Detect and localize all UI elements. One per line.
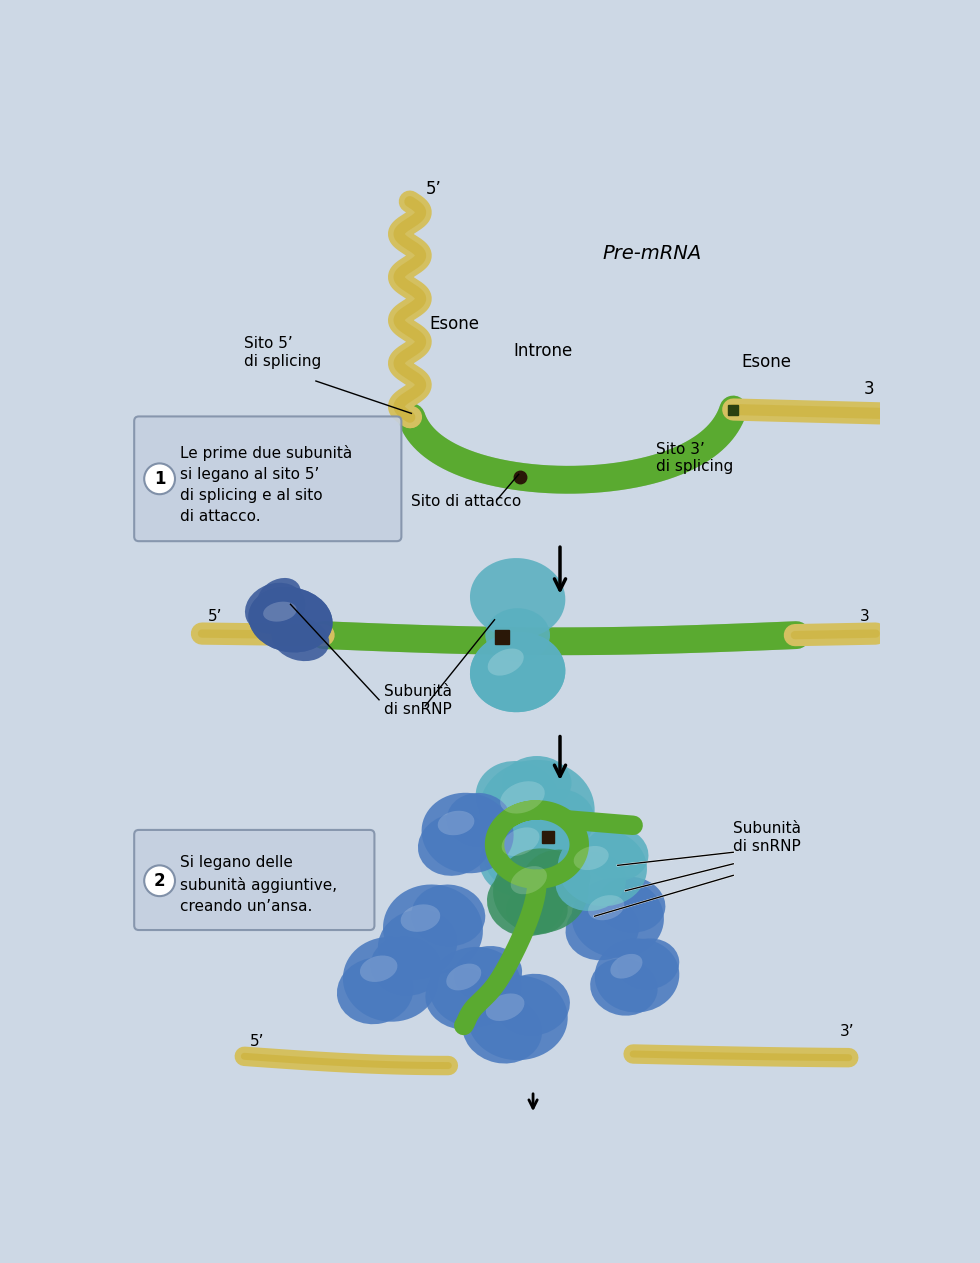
Text: Si legano delle
subunità aggiuntive,
creando un’ansa.: Si legano delle subunità aggiuntive, cre… <box>180 855 337 914</box>
Ellipse shape <box>565 898 639 960</box>
Ellipse shape <box>485 609 550 662</box>
Ellipse shape <box>486 994 524 1021</box>
Ellipse shape <box>617 938 679 989</box>
Ellipse shape <box>488 648 523 676</box>
Ellipse shape <box>479 760 595 860</box>
Circle shape <box>144 865 175 897</box>
Ellipse shape <box>590 959 658 1015</box>
Text: Subunità
di snRNP: Subunità di snRNP <box>383 685 452 716</box>
Ellipse shape <box>257 578 301 615</box>
Ellipse shape <box>506 885 567 935</box>
Text: Sito 5’
di splicing: Sito 5’ di splicing <box>244 336 321 369</box>
Ellipse shape <box>584 827 649 880</box>
Ellipse shape <box>271 616 329 661</box>
Ellipse shape <box>264 601 297 621</box>
Ellipse shape <box>421 793 514 873</box>
Ellipse shape <box>447 793 512 847</box>
Ellipse shape <box>470 632 565 712</box>
Ellipse shape <box>343 937 438 1022</box>
Text: Esone: Esone <box>741 354 791 371</box>
Ellipse shape <box>425 967 499 1029</box>
Ellipse shape <box>455 946 522 1002</box>
Ellipse shape <box>496 974 570 1036</box>
Ellipse shape <box>417 813 491 875</box>
Ellipse shape <box>521 850 591 909</box>
Ellipse shape <box>573 846 609 870</box>
Text: Sito di attacco: Sito di attacco <box>412 494 521 509</box>
Ellipse shape <box>264 601 297 621</box>
FancyBboxPatch shape <box>134 830 374 930</box>
Ellipse shape <box>500 782 545 813</box>
Ellipse shape <box>598 877 665 932</box>
Ellipse shape <box>248 587 332 653</box>
Text: 1: 1 <box>154 470 166 488</box>
Ellipse shape <box>558 829 647 907</box>
Ellipse shape <box>571 878 663 957</box>
Ellipse shape <box>611 954 643 979</box>
Text: Le prime due subunità
si legano al sito 5’
di splicing e al sito
di attacco.: Le prime due subunità si legano al sito … <box>180 445 353 524</box>
Ellipse shape <box>502 827 539 856</box>
Text: 2: 2 <box>154 871 166 889</box>
Text: 5’: 5’ <box>250 1034 265 1050</box>
Ellipse shape <box>488 648 523 676</box>
Ellipse shape <box>467 975 567 1060</box>
Ellipse shape <box>412 884 485 946</box>
Text: Sito 3’
di splicing: Sito 3’ di splicing <box>657 442 733 474</box>
Ellipse shape <box>360 956 398 981</box>
Text: 5’: 5’ <box>208 609 222 624</box>
Text: Esone: Esone <box>429 314 479 332</box>
Text: 3’: 3’ <box>840 1023 855 1038</box>
Ellipse shape <box>483 810 583 894</box>
FancyBboxPatch shape <box>134 417 402 541</box>
Ellipse shape <box>463 995 542 1063</box>
Ellipse shape <box>470 632 565 712</box>
Text: 3: 3 <box>864 380 875 398</box>
Ellipse shape <box>446 964 481 990</box>
Text: 5’: 5’ <box>425 179 441 198</box>
Ellipse shape <box>515 811 589 870</box>
Ellipse shape <box>378 909 458 980</box>
Ellipse shape <box>245 582 305 634</box>
Text: 3: 3 <box>860 609 870 624</box>
Ellipse shape <box>493 849 588 933</box>
Text: Introne: Introne <box>514 341 573 360</box>
Ellipse shape <box>429 947 521 1027</box>
Ellipse shape <box>370 937 441 995</box>
Ellipse shape <box>556 853 626 911</box>
Ellipse shape <box>588 895 624 921</box>
Ellipse shape <box>248 587 332 653</box>
Ellipse shape <box>511 866 547 894</box>
Ellipse shape <box>401 904 440 932</box>
Text: Pre-mRNA: Pre-mRNA <box>603 244 702 264</box>
Ellipse shape <box>337 957 414 1024</box>
Ellipse shape <box>470 558 565 638</box>
Ellipse shape <box>383 884 483 974</box>
Ellipse shape <box>517 789 595 854</box>
Ellipse shape <box>475 762 560 836</box>
Circle shape <box>144 464 175 494</box>
Ellipse shape <box>487 868 564 936</box>
Text: Subunità
di snRNP: Subunità di snRNP <box>733 821 802 854</box>
Ellipse shape <box>438 811 474 835</box>
Ellipse shape <box>479 831 556 897</box>
Ellipse shape <box>503 757 571 810</box>
Ellipse shape <box>595 938 679 1013</box>
